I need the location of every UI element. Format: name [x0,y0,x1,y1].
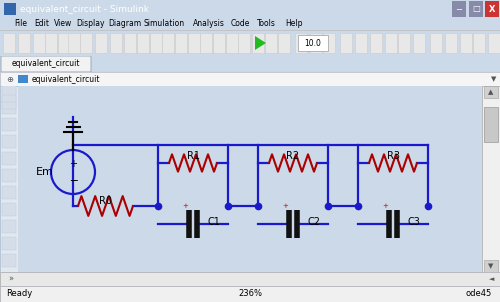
Text: equivalent_circuit: equivalent_circuit [32,75,100,83]
Text: Diagram: Diagram [108,20,141,28]
Bar [485,1,499,17]
Text: 236%: 236% [238,290,262,298]
Text: +: + [69,159,77,169]
Bar [265,33,277,53]
Text: ▲: ▲ [488,89,494,95]
Bar [2,186,16,199]
Bar [3,33,15,53]
Text: R2: R2 [286,151,300,161]
Bar [484,107,498,142]
Bar [213,33,225,53]
Bar [238,33,250,53]
Text: R0: R0 [99,196,112,206]
Bar [45,33,57,53]
Text: C1: C1 [207,217,220,227]
Text: Em: Em [36,167,54,177]
Bar [2,254,16,267]
Text: ⊕: ⊕ [6,75,13,83]
Bar [473,33,485,53]
Bar [323,33,335,53]
Text: 10.0: 10.0 [304,38,322,47]
Bar [398,33,410,53]
Bar [445,33,457,53]
Text: equivalent_circuit - Simulink: equivalent_circuit - Simulink [20,5,149,14]
FancyBboxPatch shape [1,56,91,72]
Bar [18,33,30,53]
Text: »: » [8,275,13,284]
Bar [110,33,122,53]
Bar [310,33,322,53]
Bar [200,33,212,53]
Bar [355,33,367,53]
Text: R1: R1 [186,151,200,161]
Text: C3: C3 [407,217,420,227]
Bar [484,86,498,98]
Bar [2,152,16,165]
Bar [413,33,425,53]
Text: Help: Help [285,20,302,28]
Text: +: + [282,203,288,209]
Bar [95,33,107,53]
Bar [2,82,16,95]
Text: Edit: Edit [34,20,49,28]
Bar [68,33,80,53]
Bar [2,169,16,182]
Polygon shape [255,36,266,50]
Bar [370,33,382,53]
Bar [460,33,472,53]
Bar [2,220,16,233]
Bar [2,89,16,102]
Text: equivalent_circuit: equivalent_circuit [12,59,80,69]
Text: ode45: ode45 [466,290,492,298]
Bar [33,33,45,53]
Bar [4,3,16,15]
Bar [252,33,264,53]
Text: Ready: Ready [6,290,32,298]
Bar [278,33,290,53]
Bar [2,203,16,216]
Text: ─: ─ [70,175,76,185]
Text: View: View [54,20,72,28]
Text: ─: ─ [456,5,462,14]
Text: ▼: ▼ [492,76,496,82]
Bar [469,1,483,17]
Text: ◄: ◄ [490,276,494,282]
Bar [2,237,16,250]
Bar [80,33,92,53]
Bar [295,33,307,53]
Bar [484,260,498,272]
Text: ▼: ▼ [488,263,494,269]
Bar [226,33,238,53]
Bar [298,35,328,51]
Text: X: X [489,5,495,14]
Text: Simulation: Simulation [143,20,184,28]
Text: Analysis: Analysis [193,20,225,28]
Bar [162,33,174,53]
Text: □: □ [472,5,480,14]
Bar [452,1,466,17]
Bar [340,33,352,53]
Text: +: + [182,203,188,209]
Text: C2: C2 [307,217,320,227]
Bar [18,75,28,83]
Bar [188,33,200,53]
Bar [2,118,16,131]
Text: Display: Display [76,20,104,28]
Bar [137,33,149,53]
Bar [2,135,16,148]
Bar [430,33,442,53]
Text: Code: Code [231,20,250,28]
Bar [58,33,70,53]
Text: File: File [14,20,27,28]
Bar [2,101,16,114]
Bar [150,33,162,53]
Bar [385,33,397,53]
Bar [488,33,500,53]
Bar [124,33,136,53]
Bar [2,96,16,109]
Text: +: + [382,203,388,209]
Bar [175,33,187,53]
Text: Tools: Tools [257,20,276,28]
Text: R3: R3 [386,151,400,161]
